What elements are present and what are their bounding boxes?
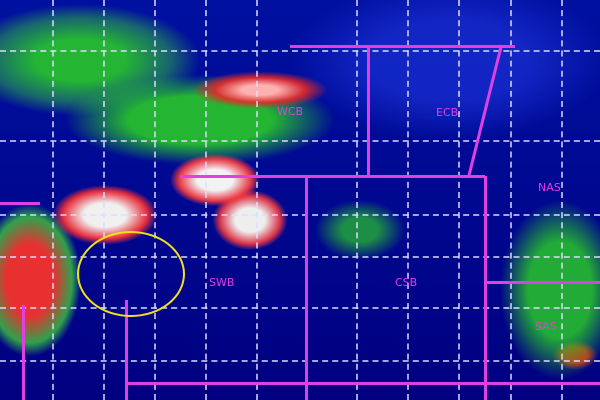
region-label: SWB bbox=[209, 276, 235, 289]
region-label: NAS bbox=[538, 181, 561, 194]
grid-line bbox=[256, 0, 258, 400]
region-label: CSB bbox=[395, 276, 418, 289]
grid-line bbox=[0, 214, 600, 216]
region-boundary bbox=[0, 202, 40, 205]
region-label: ECB bbox=[436, 106, 459, 119]
grid-line bbox=[356, 0, 358, 400]
grid-line bbox=[458, 0, 460, 400]
region-label: SAS bbox=[535, 320, 557, 333]
grid-line bbox=[52, 0, 54, 400]
region-label: WCB bbox=[277, 105, 304, 118]
region-boundary bbox=[467, 44, 503, 177]
region-boundary bbox=[125, 300, 128, 400]
grid-line bbox=[407, 0, 409, 400]
grid-line bbox=[205, 0, 207, 400]
region-boundary bbox=[290, 45, 515, 48]
region-boundary bbox=[484, 176, 487, 400]
grid-line bbox=[0, 360, 600, 362]
region-boundary bbox=[367, 45, 370, 177]
region-boundary bbox=[180, 175, 485, 178]
grid-line bbox=[103, 0, 105, 400]
region-boundary bbox=[305, 176, 308, 400]
grid-line bbox=[0, 256, 600, 258]
grid-line bbox=[0, 50, 600, 52]
grid-line bbox=[561, 0, 563, 400]
region-boundary bbox=[22, 305, 25, 400]
grid-line bbox=[154, 0, 156, 400]
region-boundary bbox=[125, 382, 600, 385]
grid-line bbox=[0, 307, 600, 309]
region-boundary bbox=[485, 281, 600, 284]
grid-line bbox=[0, 140, 600, 142]
grid-line bbox=[510, 0, 512, 400]
highlight-circle bbox=[77, 231, 185, 317]
